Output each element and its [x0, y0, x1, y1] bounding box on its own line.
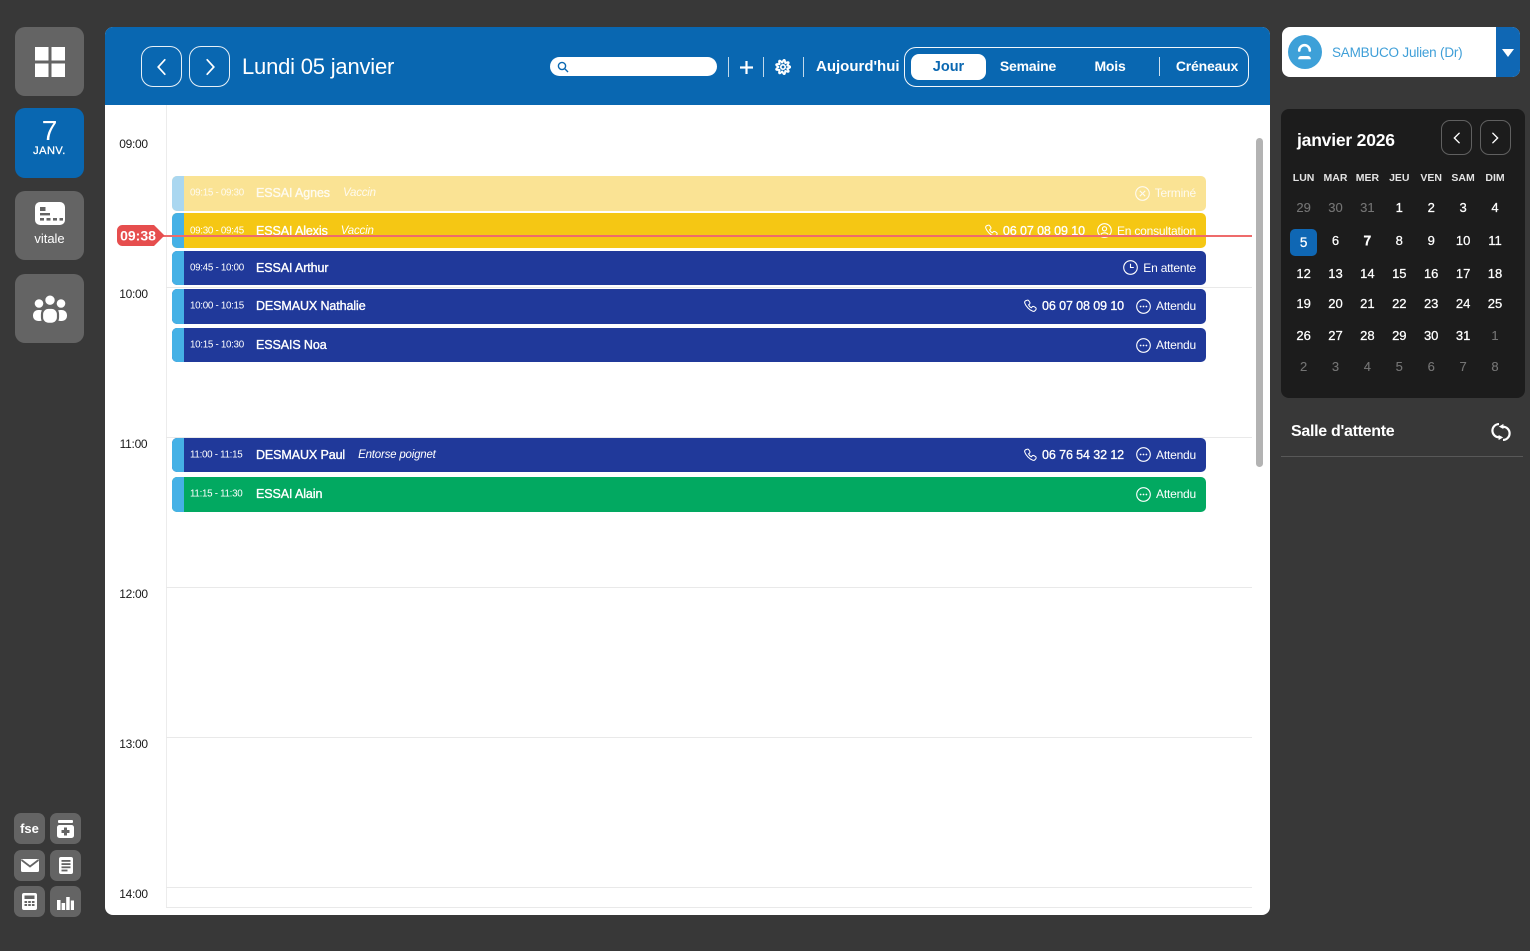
svg-text:09:38: 09:38	[120, 228, 156, 244]
